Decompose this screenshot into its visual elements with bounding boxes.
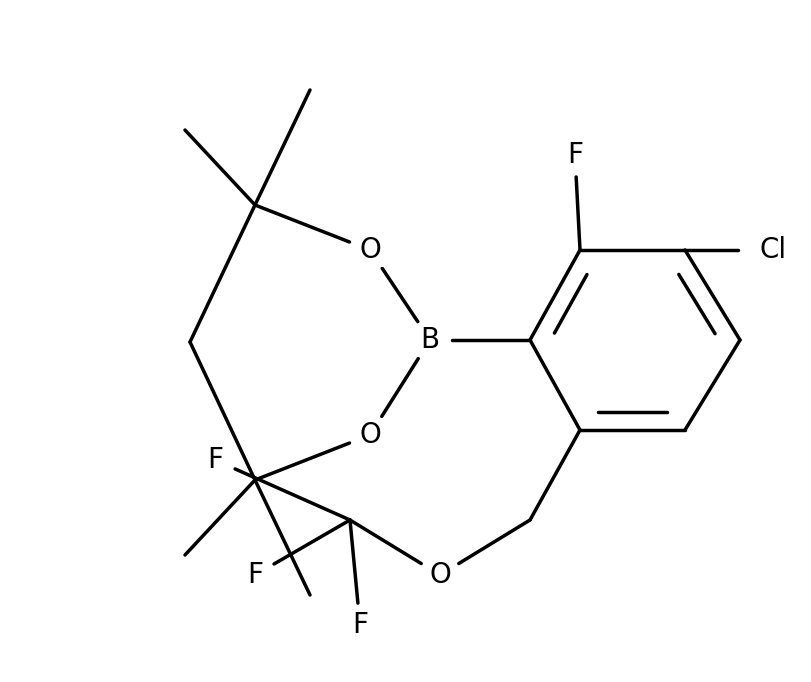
Text: B: B bbox=[420, 326, 439, 354]
Text: F: F bbox=[351, 611, 367, 639]
Text: F: F bbox=[207, 446, 223, 474]
Text: F: F bbox=[566, 141, 582, 169]
Text: F: F bbox=[247, 561, 263, 589]
Text: O: O bbox=[358, 236, 380, 264]
Text: O: O bbox=[428, 561, 450, 589]
Text: O: O bbox=[358, 421, 380, 449]
Text: Cl: Cl bbox=[759, 236, 786, 264]
